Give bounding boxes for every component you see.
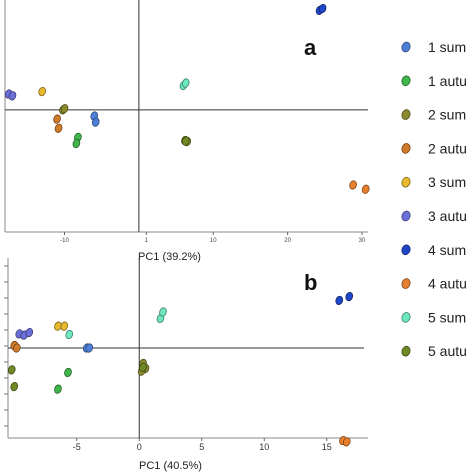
- panel-a: -10 1 10 20 30 a PC1 (39.2%): [4, 0, 370, 263]
- legend-marker-5-sum: [401, 312, 411, 323]
- point-b-5-autu: [7, 365, 16, 375]
- point-b-3-autu: [25, 327, 34, 338]
- panel-b-x-tick-label: 0: [137, 442, 142, 452]
- legend-marker-1-sum: [401, 41, 411, 53]
- point-b-2-autu: [12, 343, 21, 353]
- point-a-1-autu: [72, 138, 81, 149]
- legend-label-1-sum: 1 sum: [428, 39, 466, 55]
- legend-label-5-sum: 5 sum: [428, 309, 466, 325]
- point-b-1-autu: [54, 384, 62, 394]
- point-a-2-autu: [54, 123, 63, 133]
- legend-label-4-sum: 4 sum: [428, 242, 466, 258]
- panel-b-x-ticks: -5 0 5 10 15: [73, 438, 332, 452]
- legend-marker-3-autu: [401, 210, 411, 222]
- point-a-4-sum: [318, 3, 327, 14]
- panel-b-label: b: [304, 270, 317, 295]
- legend-marker-1-autu: [401, 75, 411, 87]
- point-a-3-sum: [38, 86, 47, 97]
- point-b-5-autu: [139, 362, 147, 372]
- point-a-1-sum: [91, 117, 100, 127]
- legend-marker-5-autu: [401, 345, 411, 357]
- panel-a-label: a: [304, 35, 317, 60]
- point-b-1-autu: [64, 367, 72, 378]
- panel-a-x-tick-label: 1: [145, 238, 149, 244]
- panel-b-y-ticks: [4, 265, 8, 427]
- point-b-5-sum: [159, 307, 167, 317]
- point-a-5-sum: [181, 78, 190, 88]
- panel-a-x-tick-label: 30: [359, 238, 366, 244]
- legend-label-2-autu: 2 autu: [428, 140, 467, 156]
- legend-label-1-autu: 1 autu: [428, 73, 467, 89]
- point-b-5-sum: [65, 329, 74, 340]
- point-b-3-sum: [60, 321, 69, 331]
- panel-b-points: [7, 291, 354, 447]
- point-b-5-autu: [10, 381, 19, 392]
- panel-a-x-ticks: -10 1 10 20 30: [60, 232, 366, 244]
- legend-marker-4-sum: [401, 244, 411, 256]
- legend-label-3-sum: 3 sum: [428, 174, 466, 190]
- panel-a-x-tick-label: 10: [210, 238, 217, 244]
- panel-a-x-tick-label: -10: [60, 238, 69, 244]
- legend-label-2-sum: 2 sum: [428, 107, 466, 123]
- panel-a-points: [4, 3, 370, 194]
- panel-a-x-tick-label: 20: [284, 238, 291, 244]
- legend-marker-3-sum: [401, 176, 411, 188]
- panel-b-x-tick-label: 15: [322, 442, 332, 452]
- point-a-2-sum: [60, 104, 69, 114]
- legend-marker-2-sum: [401, 109, 411, 120]
- point-a-4-autu: [349, 180, 357, 190]
- point-b-4-sum: [335, 295, 344, 306]
- panel-b-x-tick-label: 5: [199, 442, 204, 452]
- panel-b-x-tick-label: -5: [73, 442, 81, 452]
- panel-a-x-axis-title: PC1 (39.2%): [138, 251, 201, 263]
- legend-marker-2-autu: [401, 143, 411, 154]
- legend-label-5-autu: 5 autu: [428, 343, 467, 359]
- point-b-4-sum: [345, 291, 354, 302]
- point-a-2-autu: [53, 114, 61, 124]
- point-b-4-autu: [342, 437, 351, 447]
- legend-label-4-autu: 4 autu: [428, 276, 467, 292]
- panel-b: -5 0 5 10 15 b PC1 (40.5%): [4, 258, 368, 472]
- panel-b-x-tick-label: 10: [259, 442, 269, 452]
- legend-marker-4-autu: [401, 278, 411, 289]
- point-b-1-sum: [85, 343, 94, 353]
- panel-b-x-axis-title: PC1 (40.5%): [139, 460, 202, 472]
- point-a-4-autu: [361, 184, 370, 194]
- legend: 1 sum 1 autu 2 sum 2 autu 3 sum 3 autu 4 sum 4 …: [401, 39, 467, 359]
- legend-label-3-autu: 3 autu: [428, 208, 467, 224]
- point-a-3-autu: [8, 91, 17, 101]
- point-a-5-autu: [181, 136, 190, 146]
